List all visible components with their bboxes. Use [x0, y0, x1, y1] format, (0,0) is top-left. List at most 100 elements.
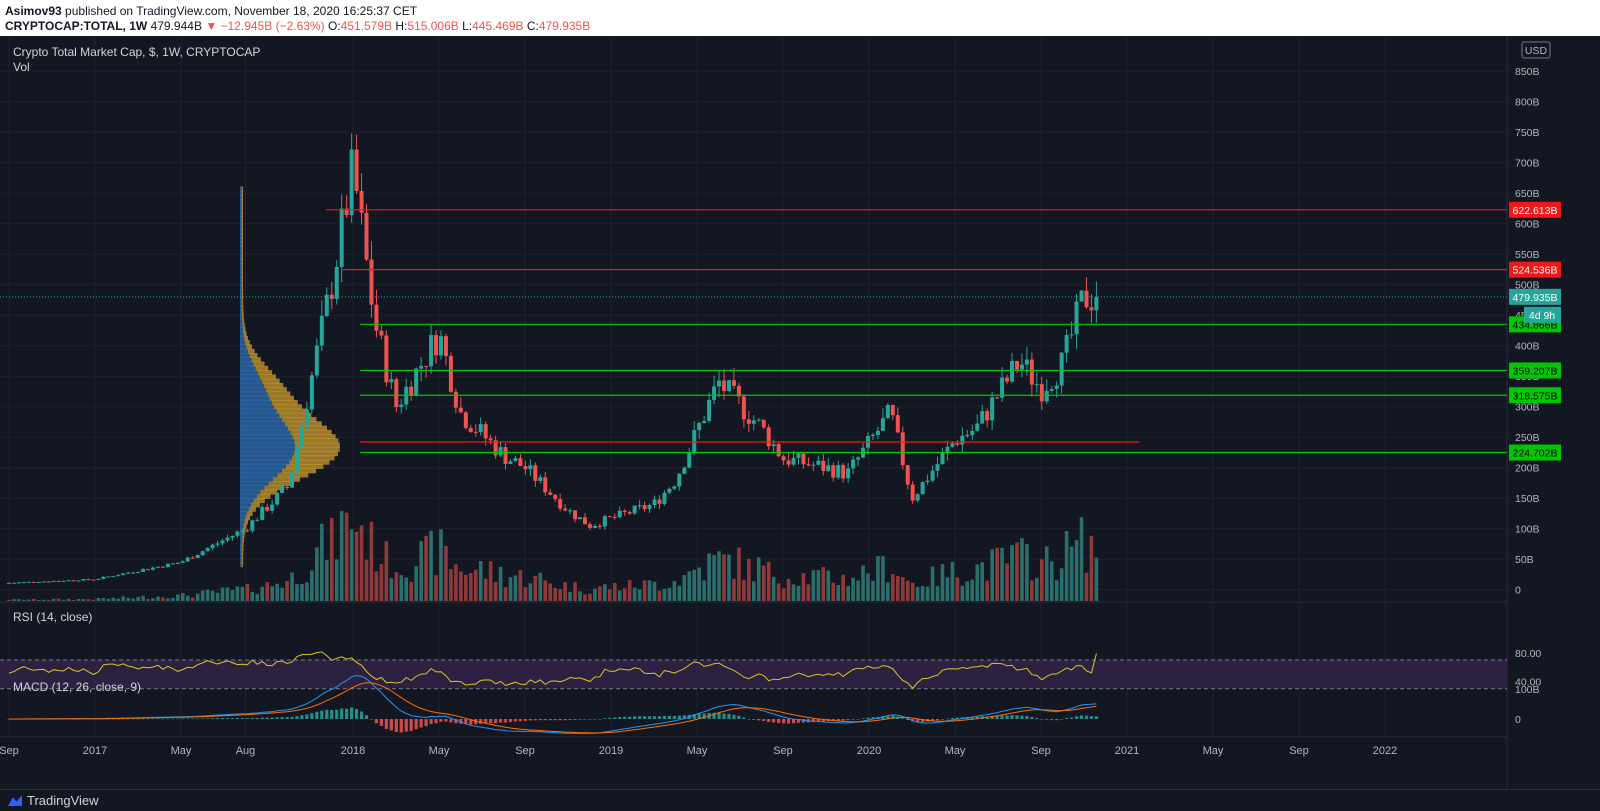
- candle-series: [7, 133, 1099, 584]
- volume-bar: [429, 530, 433, 601]
- volume-profile-bar: [240, 212, 242, 218]
- volume-bar: [657, 590, 662, 601]
- macd-histogram-bar: [816, 719, 820, 722]
- volume-bar: [900, 577, 905, 601]
- price-axis-label: 700B: [1515, 158, 1540, 170]
- candle-body: [831, 465, 836, 478]
- rsi-legend: RSI (14, close): [13, 610, 93, 624]
- price-axis-label: 500B: [1515, 280, 1540, 292]
- volume-profile-bar: [240, 297, 242, 303]
- volume-profile-bar: [291, 455, 335, 461]
- macd-histogram-bar: [821, 719, 825, 722]
- volume-bar: [454, 564, 458, 601]
- chart-canvas[interactable]: Sep 2017 May Aug 2018 May Sep 2019 May Sep 2020 May…: [0, 36, 1600, 789]
- tradingview-logo[interactable]: TradingView: [8, 793, 99, 808]
- volume-bar: [523, 587, 528, 601]
- candle-body: [1084, 290, 1089, 308]
- volume-profile-bar: [240, 263, 242, 269]
- price-axis-label: 600B: [1515, 219, 1540, 231]
- volume-bar: [349, 529, 354, 601]
- volume-bar: [771, 576, 776, 601]
- candle-body: [235, 531, 240, 536]
- macd-histogram-bar: [1089, 716, 1094, 719]
- candle-body: [940, 453, 945, 465]
- macd-histogram-bar: [340, 708, 344, 719]
- volume-bar: [250, 591, 255, 601]
- volume-bar: [131, 598, 135, 601]
- volume-profile-bar: [293, 451, 338, 457]
- volume-bar: [374, 571, 379, 601]
- volume-bar: [1049, 561, 1054, 601]
- macd-histogram-bar: [181, 718, 185, 720]
- open-label: O:: [327, 19, 341, 33]
- volume-bar: [920, 586, 925, 601]
- candle-body: [126, 572, 131, 574]
- volume-profile-bar: [240, 190, 242, 196]
- candle-body: [717, 380, 722, 387]
- volume-profile-bar: [240, 361, 254, 367]
- macd-histogram-bar: [280, 717, 284, 719]
- volume-bar: [1074, 540, 1079, 601]
- time-axis-label: Sep: [773, 745, 793, 757]
- candle-body: [597, 526, 602, 528]
- macd-histogram-bar: [136, 718, 140, 720]
- candle-body: [622, 510, 627, 513]
- macd-histogram-bar: [345, 708, 349, 719]
- volume-bar: [980, 562, 985, 601]
- macd-histogram-bar: [836, 719, 840, 721]
- volume-profile-bar: [241, 271, 244, 277]
- candle-body: [1089, 307, 1094, 311]
- chart-area[interactable]: Sep 2017 May Aug 2018 May Sep 2019 May Sep 2020 May…: [0, 36, 1600, 789]
- volume-profile-bar: [240, 404, 275, 410]
- volume-bar: [22, 599, 26, 601]
- candle-body: [553, 494, 558, 500]
- volume-bar: [300, 583, 304, 601]
- volume-bar: [856, 580, 860, 601]
- candle-body: [190, 557, 195, 559]
- candle-body: [354, 149, 359, 191]
- volume-profile-bar: [240, 481, 269, 487]
- volume-bar: [910, 582, 915, 601]
- macd-histogram-bar: [354, 709, 359, 719]
- author-name[interactable]: Asimov93: [5, 4, 62, 18]
- candle-body: [905, 465, 910, 485]
- macd-histogram-bar: [623, 716, 627, 719]
- volume-bar: [841, 574, 845, 601]
- candle-body: [1064, 335, 1069, 353]
- volume-profile-bar: [240, 267, 242, 273]
- volume-bar: [27, 599, 31, 601]
- candle-body: [741, 396, 746, 420]
- tradingview-brand: TradingView: [27, 793, 99, 808]
- candle-body: [667, 488, 672, 493]
- macd-histogram-bar: [970, 716, 974, 719]
- volume-bar: [1039, 559, 1044, 601]
- volume-profile-bar: [240, 233, 242, 239]
- volume-profile-bar: [240, 498, 254, 504]
- volume-profile-bar: [240, 250, 242, 256]
- macd-histogram-bar: [752, 719, 756, 720]
- volume-bar: [617, 590, 622, 601]
- volume-bar: [1059, 568, 1064, 601]
- volume-bar: [1010, 545, 1014, 601]
- price-tag: [1509, 288, 1561, 305]
- time-axis-label: Sep: [0, 745, 19, 757]
- candle-body: [175, 562, 180, 564]
- macd-histogram-bar: [503, 719, 508, 723]
- volume-bar: [121, 596, 126, 601]
- last-price: 479.944B: [150, 19, 202, 33]
- volume-profile-bar: [245, 340, 250, 346]
- volume-bar: [111, 597, 116, 601]
- macd-histogram-bar: [742, 717, 746, 719]
- time-axis-label: 2019: [599, 745, 623, 757]
- volume-bar: [583, 594, 587, 601]
- volume-profile-bar: [240, 562, 242, 568]
- volume-bar: [180, 593, 185, 601]
- candle-body: [722, 380, 727, 391]
- candle-body: [796, 453, 801, 458]
- macd-histogram-bar: [270, 717, 274, 719]
- volume-profile-bar: [240, 310, 242, 316]
- candle-body: [846, 468, 851, 479]
- candle-body: [558, 499, 563, 509]
- price-axis-label: 300B: [1515, 402, 1540, 414]
- volume-bar: [876, 556, 880, 601]
